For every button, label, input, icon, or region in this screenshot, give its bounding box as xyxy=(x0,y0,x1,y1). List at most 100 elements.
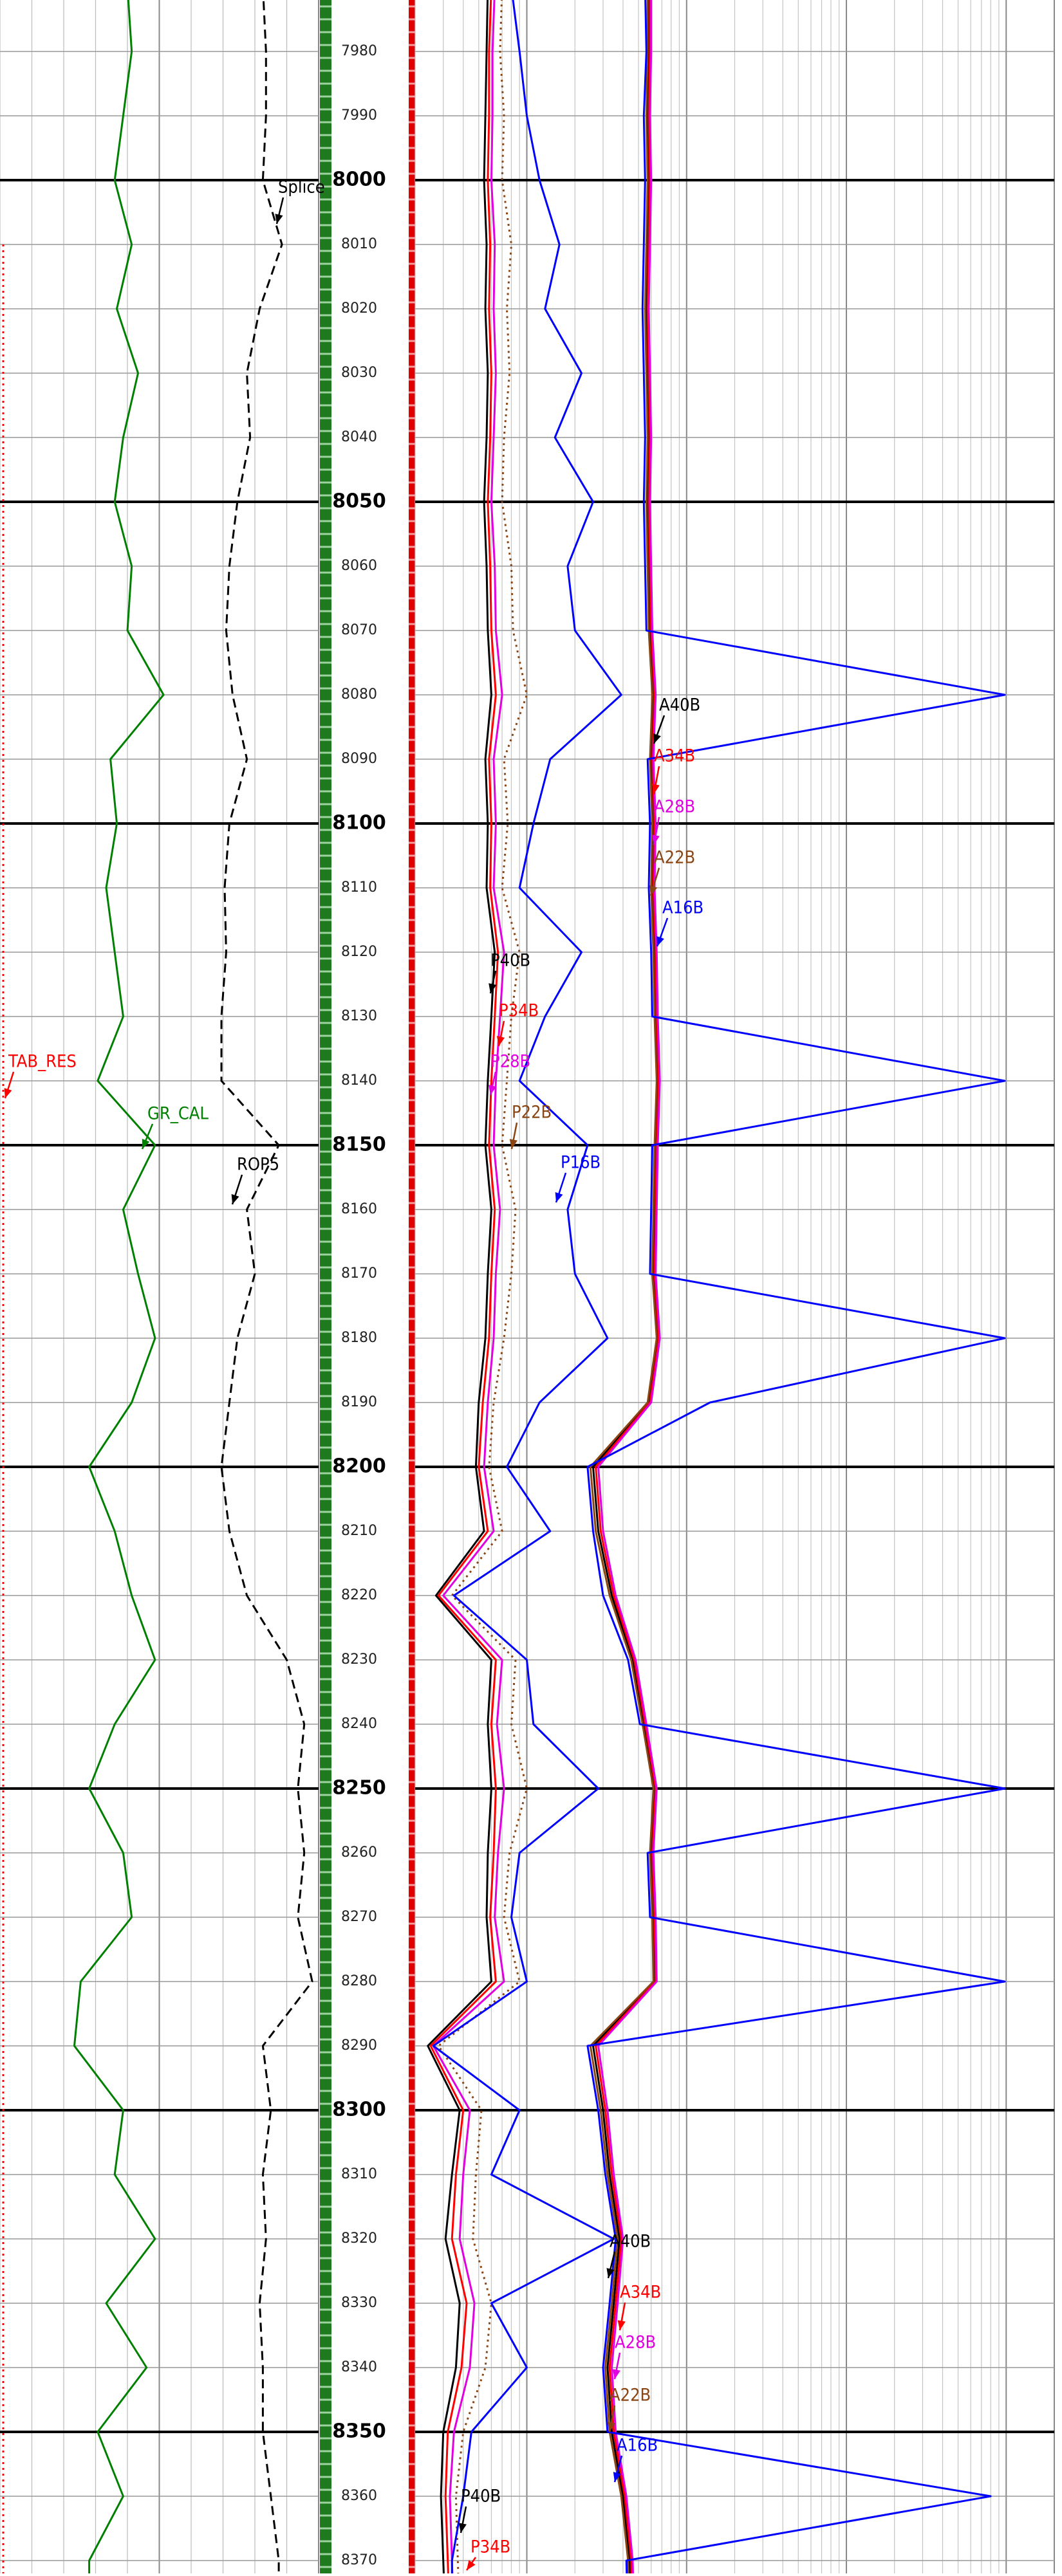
arrow-head xyxy=(509,1139,517,1149)
curve xyxy=(427,0,496,2573)
curve-label: A22B xyxy=(654,848,695,868)
arrow-head xyxy=(231,1194,239,1204)
curve-label: P16B xyxy=(561,1153,601,1173)
depth-label: 7980 xyxy=(341,43,377,59)
arrow-head xyxy=(649,885,658,896)
arrow-head xyxy=(607,2422,615,2432)
curve xyxy=(432,0,505,2573)
depth-label: 8110 xyxy=(341,879,377,896)
curve-label: ROP5 xyxy=(237,1155,279,1175)
depth-track-ticks xyxy=(320,0,331,2573)
curve-label: A22B xyxy=(610,2386,651,2406)
depth-label: 8360 xyxy=(341,2488,377,2504)
curve xyxy=(432,0,622,2573)
arrow-head xyxy=(653,733,661,744)
depth-label: 8370 xyxy=(341,2552,377,2568)
curve-label: P28B xyxy=(490,1052,530,1072)
depth-label: 8170 xyxy=(341,1265,377,1282)
curve xyxy=(429,0,499,2573)
curve xyxy=(589,0,658,2573)
curve-label: GR_CAL xyxy=(147,1104,209,1124)
curve-label: A16B xyxy=(662,898,703,918)
depth-label: 8330 xyxy=(341,2295,377,2311)
depth-label: 8340 xyxy=(341,2359,377,2375)
depth-label: 8070 xyxy=(341,622,377,638)
arrow-head xyxy=(458,2523,467,2533)
curves xyxy=(2,0,1006,2573)
track-edge xyxy=(409,0,415,2573)
depth-label: 8200 xyxy=(332,1455,386,1478)
arrow-head xyxy=(612,2369,620,2379)
curve-label: P34B xyxy=(470,2537,510,2557)
curve-label: A40B xyxy=(610,2232,651,2252)
curve-label: A34B xyxy=(620,2283,661,2303)
curve-label: P34B xyxy=(499,1001,539,1021)
depth-label: 8180 xyxy=(341,1330,377,1346)
curve-label: P40B xyxy=(461,2487,501,2507)
depth-label: 8320 xyxy=(341,2231,377,2247)
depth-label: 8120 xyxy=(341,944,377,960)
depth-label: 8130 xyxy=(341,1008,377,1024)
curve-label: A34B xyxy=(654,746,695,766)
depth-label: 8260 xyxy=(341,1845,377,1861)
arrow-head xyxy=(4,1088,12,1098)
curve-label: A28B xyxy=(615,2333,656,2353)
depth-label: 8040 xyxy=(341,429,377,445)
depth-label: 8080 xyxy=(341,686,377,703)
depth-label: 8140 xyxy=(341,1072,377,1089)
depth-label: 8190 xyxy=(341,1394,377,1410)
labels: 7980 7990 8000 8010 8020 8030 8040 8050 8060 8070… xyxy=(4,43,703,2571)
depth-label: 8150 xyxy=(332,1134,386,1156)
arrow-head xyxy=(142,1139,150,1149)
depth-label: 8020 xyxy=(341,300,377,317)
curve xyxy=(220,0,313,2573)
curve xyxy=(595,0,660,2573)
depth-label: 8100 xyxy=(332,812,386,834)
curve-label: A16B xyxy=(617,2436,658,2456)
curve-label: P40B xyxy=(490,951,530,971)
depth-label: 8000 xyxy=(332,169,386,191)
curve-label: Splice xyxy=(278,178,325,198)
curve xyxy=(592,0,659,2573)
depth-label: 8050 xyxy=(332,490,386,513)
arrow-head xyxy=(555,1192,563,1202)
arrow-head xyxy=(651,784,660,794)
depth-label: 8310 xyxy=(341,2166,377,2182)
depth-label: 8230 xyxy=(341,1651,377,1668)
depth-label: 8090 xyxy=(341,751,377,767)
depth-label: 8350 xyxy=(332,2420,386,2443)
curve-label: A40B xyxy=(659,695,700,715)
arrow-head xyxy=(496,1036,505,1046)
track xyxy=(427,0,1006,2573)
curve xyxy=(437,0,528,2573)
depth-label: 8280 xyxy=(341,1973,377,1989)
arrow-head xyxy=(657,936,664,946)
arrow-head xyxy=(275,214,283,224)
depth-label: 8290 xyxy=(341,2038,377,2054)
curve-label: TAB_RES xyxy=(8,1052,77,1072)
depth-label: 8160 xyxy=(341,1201,377,1217)
arrow-head xyxy=(489,983,497,993)
curve xyxy=(73,0,165,2573)
curve xyxy=(597,0,661,2573)
depth-label: 8250 xyxy=(332,1777,386,1799)
depth-label: 8300 xyxy=(332,2099,386,2121)
depth-label: 8240 xyxy=(341,1716,377,1732)
arrow-head xyxy=(489,1085,497,1095)
depth-label: 7990 xyxy=(341,107,377,124)
depth-label: 8060 xyxy=(341,558,377,574)
arrow-head xyxy=(613,2472,621,2482)
arrow-head xyxy=(467,2560,476,2570)
arrow-head xyxy=(617,2320,626,2330)
curve-label: P22B xyxy=(512,1103,552,1123)
depth-label: 8210 xyxy=(341,1523,377,1539)
curve-label: A28B xyxy=(654,797,695,817)
track xyxy=(2,0,313,2573)
depth-label: 8030 xyxy=(341,365,377,381)
depth-label: 8010 xyxy=(341,236,377,252)
arrow-head xyxy=(606,2268,615,2278)
